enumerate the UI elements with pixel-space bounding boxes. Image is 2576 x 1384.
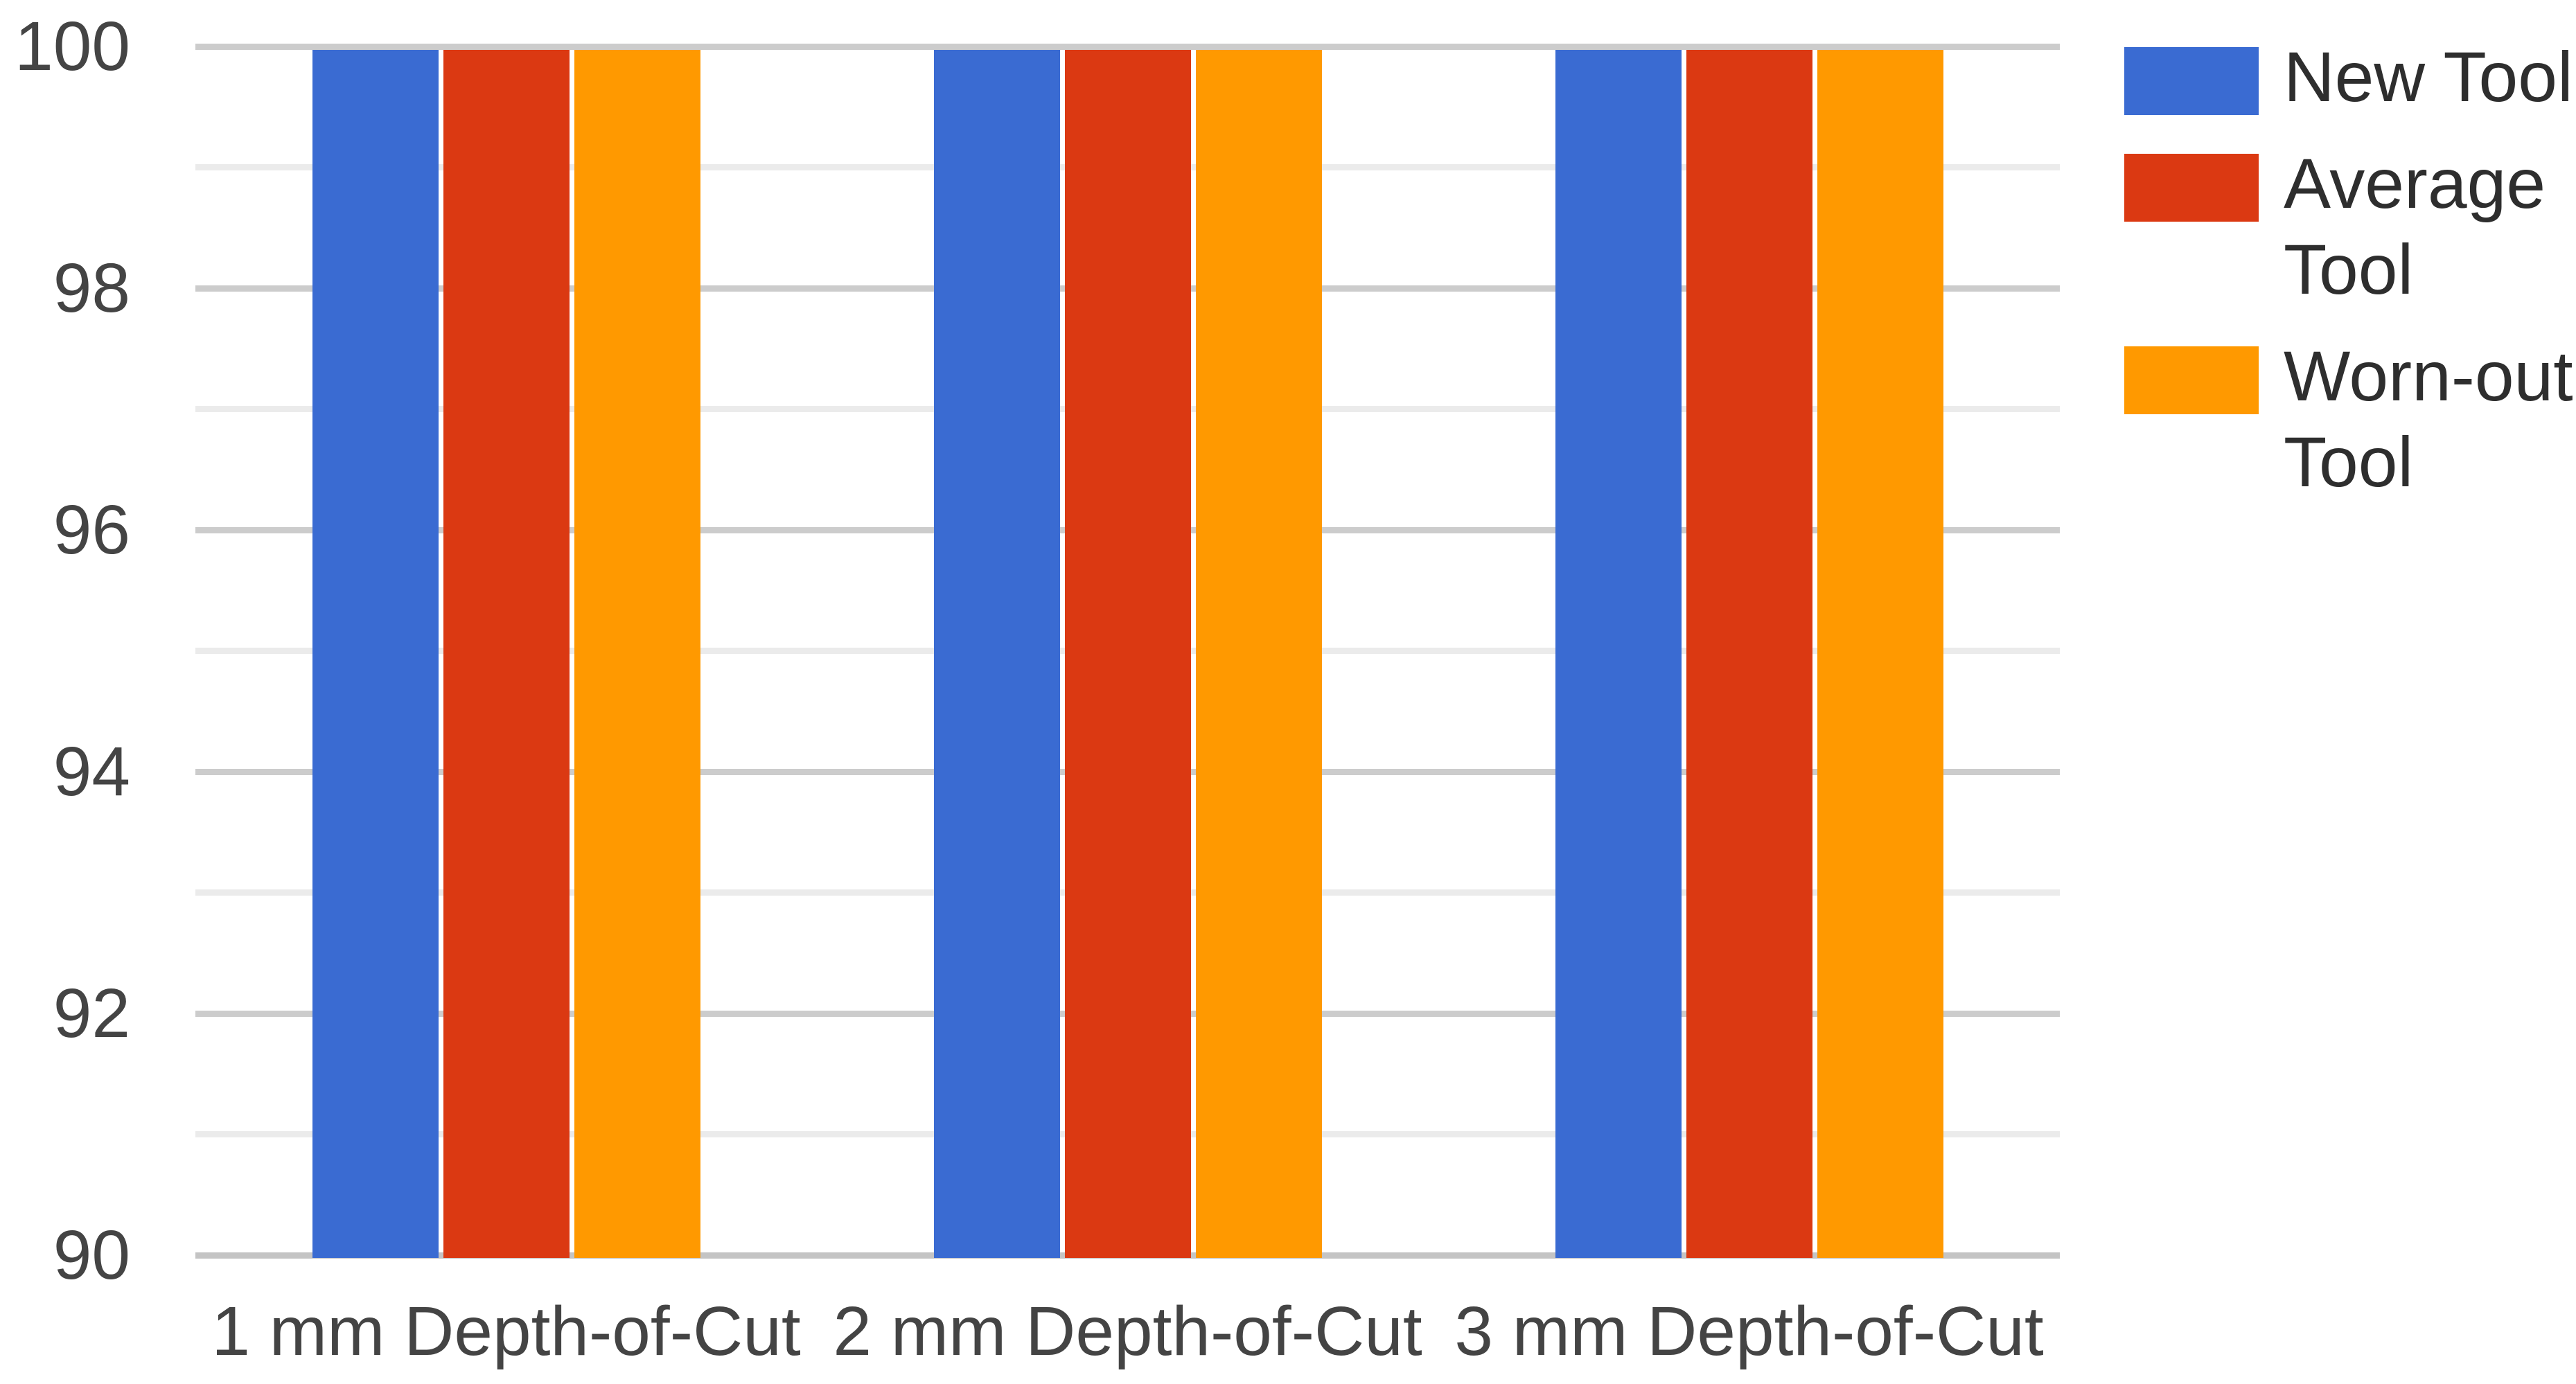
- legend-label: New Tool: [2284, 37, 2573, 116]
- y-tick-label: 96: [53, 491, 130, 569]
- bar-new-tool-1-mm-depth-of-cut: [312, 50, 439, 1258]
- y-tick-label: 94: [53, 733, 130, 810]
- bar-worn-out-tool-2-mm-depth-of-cut: [1195, 50, 1322, 1258]
- y-tick-label: 90: [53, 1216, 130, 1294]
- bar-average-tool-1-mm-depth-of-cut: [443, 50, 570, 1258]
- bar-average-tool-3-mm-depth-of-cut: [1686, 50, 1812, 1258]
- legend-swatch-new-tool: [2124, 47, 2259, 115]
- bar-average-tool-2-mm-depth-of-cut: [1064, 50, 1191, 1258]
- major-gridline: [195, 43, 2060, 50]
- y-tick-label: 98: [53, 249, 130, 327]
- bar-worn-out-tool-3-mm-depth-of-cut: [1817, 50, 1943, 1258]
- x-category-label: 1 mm Depth-of-Cut: [211, 1293, 801, 1370]
- legend: New Tool Average Tool Worn-out Tool: [2124, 35, 2576, 505]
- legend-swatch-average-tool: [2124, 154, 2259, 222]
- legend-label: Average Tool: [2284, 144, 2546, 309]
- legend-item-worn-out-tool: Worn-out Tool: [2124, 334, 2576, 505]
- x-category-label: 2 mm Depth-of-Cut: [833, 1293, 1422, 1370]
- bar-worn-out-tool-1-mm-depth-of-cut: [574, 50, 700, 1258]
- legend-swatch-worn-out-tool: [2124, 346, 2259, 415]
- y-tick-label: 100: [15, 8, 130, 85]
- y-tick-label: 92: [53, 975, 130, 1052]
- legend-item-new-tool: New Tool: [2124, 35, 2576, 120]
- legend-label: Worn-out Tool: [2284, 337, 2573, 502]
- x-category-label: 3 mm Depth-of-Cut: [1454, 1293, 2044, 1370]
- bar-new-tool-2-mm-depth-of-cut: [933, 50, 1060, 1258]
- bar-new-tool-3-mm-depth-of-cut: [1555, 50, 1682, 1258]
- legend-item-average-tool: Average Tool: [2124, 141, 2576, 312]
